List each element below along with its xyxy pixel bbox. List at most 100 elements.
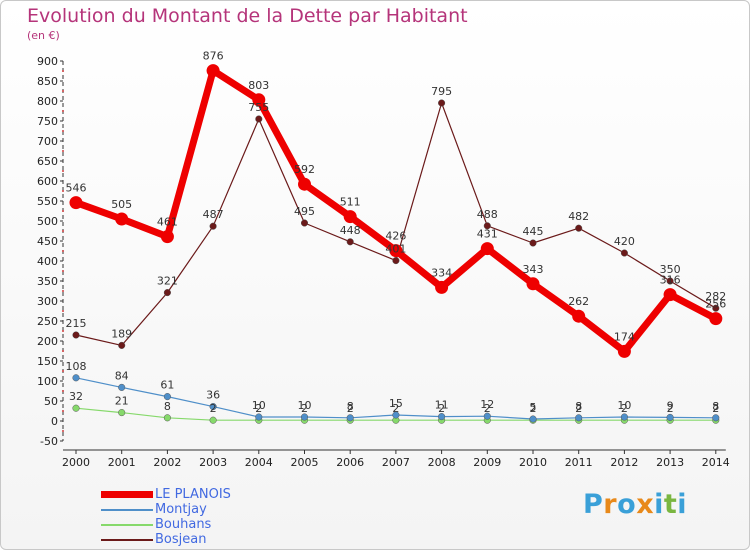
data-label-bosjean: 189 bbox=[111, 327, 132, 340]
data-point-montjay bbox=[255, 413, 263, 421]
data-label-le-planois: 334 bbox=[431, 266, 452, 279]
data-point-bosjean bbox=[300, 219, 309, 227]
data-label-bouhans: 2 bbox=[347, 402, 354, 415]
y-minor-tick bbox=[62, 150, 64, 152]
legend-item-bosjean: Bosjean bbox=[101, 532, 231, 547]
data-label-le-planois: 316 bbox=[660, 274, 681, 287]
data-label-le-planois: 262 bbox=[568, 295, 589, 308]
y-tick-label: 750 bbox=[37, 115, 58, 128]
x-tick-label: 2001 bbox=[108, 456, 136, 469]
y-minor-tick bbox=[62, 310, 64, 312]
data-point-le-planois bbox=[709, 312, 723, 326]
data-point-le-planois bbox=[343, 210, 357, 224]
data-point-bosjean bbox=[163, 289, 171, 297]
data-point-montjay bbox=[163, 393, 171, 401]
data-label-montjay: 61 bbox=[160, 379, 174, 392]
y-tick-label: 350 bbox=[37, 275, 58, 288]
data-point-montjay bbox=[72, 374, 80, 382]
data-label-bouhans: 2 bbox=[575, 402, 582, 415]
data-label-bosjean: 350 bbox=[660, 263, 681, 276]
data-label-bouhans: 2 bbox=[255, 402, 262, 415]
legend-swatch-bosjean bbox=[101, 538, 153, 541]
data-label-le-planois: 876 bbox=[203, 50, 224, 63]
data-label-bosjean: 482 bbox=[568, 210, 589, 223]
data-label-montjay: 5 bbox=[530, 401, 537, 414]
legend-swatch-le-planois bbox=[101, 491, 153, 498]
data-label-montjay: 8 bbox=[575, 400, 582, 413]
legend-swatch-bouhans bbox=[101, 523, 153, 526]
data-point-le-planois bbox=[389, 244, 403, 258]
data-point-montjay bbox=[209, 403, 217, 411]
data-label-bosjean: 401 bbox=[385, 243, 406, 256]
data-point-bosjean bbox=[529, 239, 537, 247]
data-label-bosjean: 448 bbox=[340, 224, 361, 237]
data-point-bouhans bbox=[118, 409, 126, 417]
y-tick-label: 550 bbox=[37, 195, 58, 208]
y-minor-tick bbox=[62, 110, 64, 112]
data-point-montjay bbox=[483, 412, 491, 420]
data-point-le-planois bbox=[617, 344, 631, 358]
y-tick-label: 700 bbox=[37, 135, 58, 148]
data-label-le-planois: 174 bbox=[614, 330, 635, 343]
data-point-montjay bbox=[575, 414, 583, 422]
x-tick-label: 2008 bbox=[428, 456, 456, 469]
data-label-bouhans: 2 bbox=[392, 402, 399, 415]
data-label-montjay: 8 bbox=[347, 400, 354, 413]
x-tick-label: 2010 bbox=[519, 456, 547, 469]
data-label-bosjean: 487 bbox=[203, 208, 224, 221]
proxiti-logo: Proxiti bbox=[583, 489, 688, 520]
y-tick-label: 150 bbox=[37, 355, 58, 368]
data-label-montjay: 10 bbox=[617, 399, 631, 412]
y-axis-unit: (en €) bbox=[27, 29, 60, 42]
data-label-bouhans: 2 bbox=[484, 402, 491, 415]
data-label-le-planois: 592 bbox=[294, 163, 315, 176]
data-point-bouhans bbox=[72, 404, 80, 412]
data-point-le-planois bbox=[69, 196, 83, 210]
data-point-bosjean bbox=[438, 99, 446, 107]
data-point-bosjean bbox=[255, 115, 263, 123]
data-point-bosjean bbox=[666, 277, 674, 285]
data-point-montjay bbox=[392, 411, 400, 419]
data-label-bouhans: 2 bbox=[301, 402, 308, 415]
x-tick-label: 2002 bbox=[153, 456, 181, 469]
data-label-le-planois: 803 bbox=[248, 79, 269, 92]
data-point-montjay bbox=[712, 414, 720, 422]
data-label-montjay: 15 bbox=[389, 397, 403, 410]
y-tick-label: 100 bbox=[37, 375, 58, 388]
x-tick-label: 2004 bbox=[245, 456, 273, 469]
y-tick-label: -50 bbox=[40, 435, 58, 448]
y-minor-tick bbox=[62, 390, 64, 392]
y-tick-label: 850 bbox=[37, 75, 58, 88]
data-label-montjay: 9 bbox=[667, 399, 674, 412]
data-label-bosjean: 282 bbox=[705, 290, 726, 303]
data-point-bosjean bbox=[620, 249, 628, 257]
y-tick-label: 300 bbox=[37, 295, 58, 308]
legend-label-bosjean: Bosjean bbox=[155, 532, 207, 547]
legend: LE PLANOIS Montjay Bouhans Bosjean bbox=[101, 487, 231, 547]
data-point-bosjean bbox=[392, 257, 400, 265]
data-point-montjay bbox=[118, 383, 126, 391]
y-minor-tick bbox=[62, 90, 64, 92]
data-label-bouhans: 2 bbox=[621, 402, 628, 415]
legend-swatch-montjay bbox=[101, 508, 153, 511]
data-label-montjay: 8 bbox=[712, 400, 719, 413]
x-tick-label: 2013 bbox=[656, 456, 684, 469]
data-point-le-planois bbox=[115, 212, 129, 226]
x-tick-label: 2011 bbox=[565, 456, 593, 469]
data-label-montjay: 108 bbox=[66, 360, 87, 373]
data-point-montjay bbox=[346, 414, 354, 422]
x-tick-label: 2000 bbox=[62, 456, 90, 469]
x-tick-label: 2012 bbox=[610, 456, 638, 469]
y-minor-tick bbox=[62, 370, 64, 372]
y-minor-tick bbox=[62, 290, 64, 292]
data-label-bosjean: 488 bbox=[477, 208, 498, 221]
data-point-bosjean bbox=[209, 222, 217, 230]
data-label-montjay: 11 bbox=[435, 399, 449, 412]
data-label-montjay: 12 bbox=[480, 398, 494, 411]
y-minor-tick bbox=[62, 330, 64, 332]
data-label-montjay: 36 bbox=[206, 389, 220, 402]
data-point-le-planois bbox=[526, 277, 540, 291]
data-label-bouhans: 2 bbox=[438, 402, 445, 415]
